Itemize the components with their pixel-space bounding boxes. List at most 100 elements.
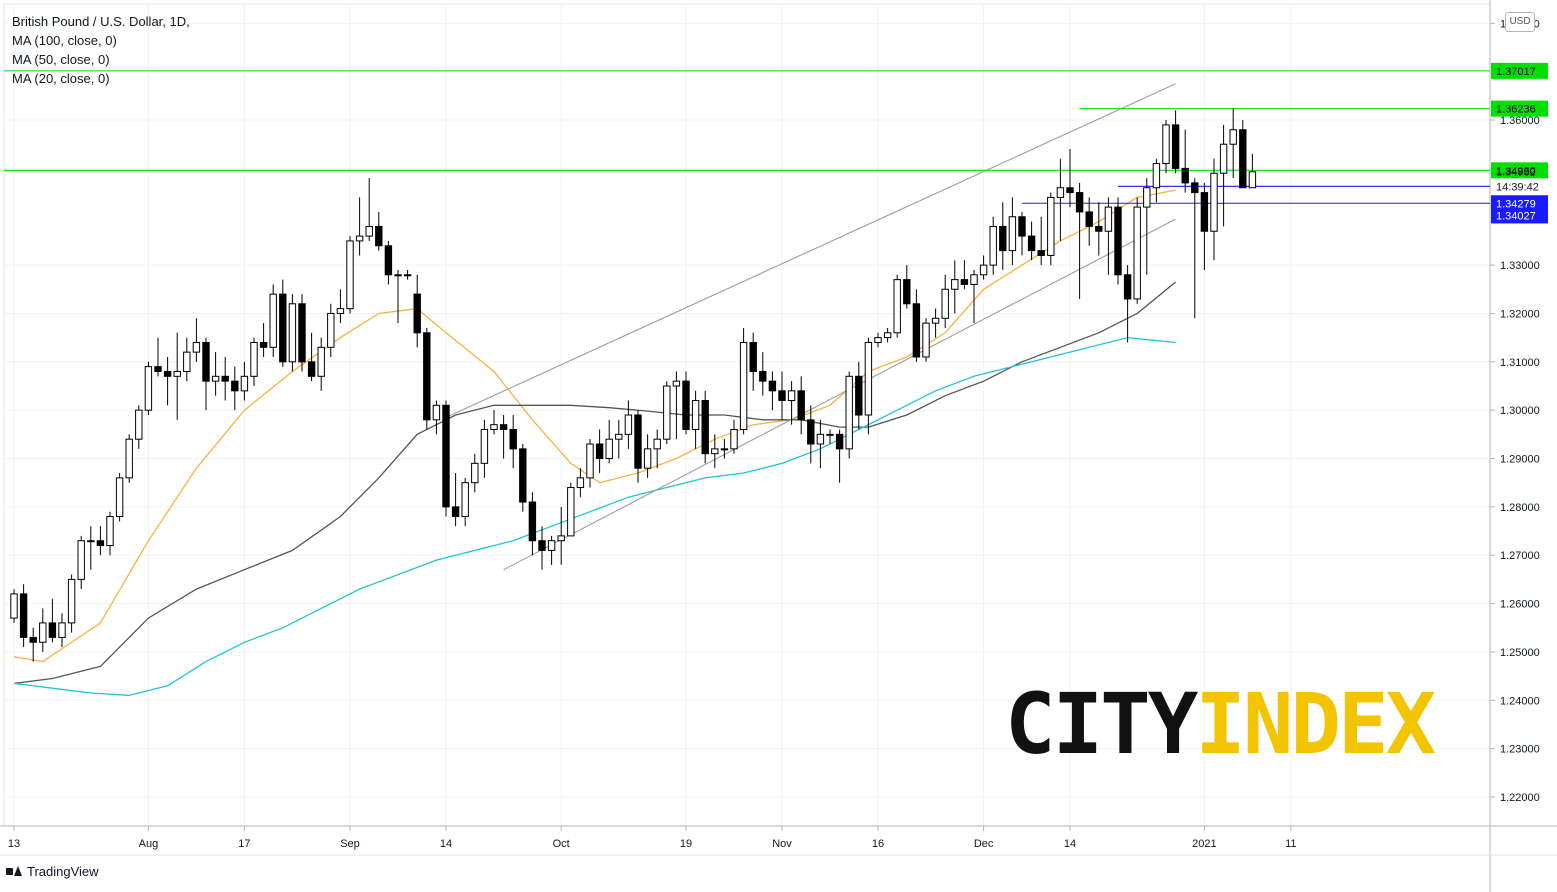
y-tick-label: 1.36000: [1500, 115, 1540, 127]
tradingview-label: TradingView: [27, 864, 99, 879]
price-label-bg: [1491, 62, 1548, 79]
candle-body: [202, 341, 210, 382]
candle-body: [739, 341, 748, 431]
candle-body: [317, 346, 325, 377]
candle-body: [1162, 124, 1170, 165]
y-tick-label: 1.32000: [1500, 308, 1540, 320]
y-tick-label: 1.25000: [1500, 647, 1540, 659]
candle-body: [1200, 192, 1209, 232]
candle-body: [835, 433, 844, 450]
candle-body: [39, 622, 47, 643]
candle-body: [346, 240, 354, 310]
candle-body: [413, 293, 421, 334]
candle-body: [480, 429, 489, 464]
x-tick-label: 17: [238, 838, 250, 850]
x-tick-label: 14: [440, 838, 452, 850]
candle-body: [989, 225, 997, 266]
y-tick-label: 1.24000: [1500, 695, 1540, 707]
candle-body: [576, 477, 585, 489]
price-label: 14:39:42: [1496, 181, 1539, 193]
candle-body: [1171, 124, 1180, 169]
candle-body: [538, 540, 546, 551]
candle-body: [730, 429, 738, 450]
y-tick-label: 1.29000: [1500, 454, 1540, 466]
candle-body: [509, 429, 517, 450]
candle-body: [58, 622, 66, 638]
y-tick-label: 1.26000: [1500, 599, 1540, 611]
candle-body: [826, 433, 834, 436]
candle-body: [29, 636, 37, 643]
candle-body: [394, 274, 402, 277]
candle-body: [615, 433, 623, 440]
tradingview-brand[interactable]: TradingView: [6, 864, 99, 879]
y-tick-label: 1.31000: [1500, 357, 1540, 369]
candle-body: [979, 264, 988, 276]
candle-body: [490, 424, 498, 431]
candle-body: [605, 438, 613, 460]
chart-title: British Pound / U.S. Dollar, 1D,: [12, 14, 190, 29]
candle-body: [749, 341, 757, 372]
candle-body: [797, 390, 805, 421]
candle-body: [951, 279, 959, 290]
candle-body: [970, 274, 978, 285]
x-tick-label: 13: [8, 838, 20, 850]
x-tick-label: 16: [872, 838, 884, 850]
candle-body: [547, 540, 556, 551]
ma-line-20: [13, 189, 1176, 663]
candle-body: [883, 332, 892, 339]
price-label: 1.34932: [1496, 167, 1536, 179]
candle-body: [1248, 171, 1257, 189]
channel-line-upper: [445, 83, 1176, 418]
candle-body: [1239, 129, 1247, 189]
candle-body: [701, 399, 709, 455]
candle-body: [893, 279, 901, 334]
candle-body: [864, 341, 873, 416]
city-index-logo: CITYINDEX: [1005, 680, 1436, 768]
x-tick-label: Nov: [772, 838, 792, 850]
candle-body: [557, 535, 565, 542]
candle-body: [365, 225, 373, 237]
candle-body: [567, 487, 575, 537]
y-tick-label: 1.28000: [1500, 502, 1540, 514]
candle-body: [269, 293, 277, 348]
candle-body: [682, 380, 690, 431]
candle-body: [384, 245, 393, 276]
price-label-bg: [1491, 195, 1548, 212]
candle-body: [1066, 187, 1074, 194]
candle-body: [595, 443, 604, 460]
candle-body: [1085, 211, 1093, 227]
candle-body: [327, 312, 335, 348]
candle-body: [720, 448, 729, 451]
candle-body: [96, 540, 105, 547]
channel-line-lower: [503, 218, 1176, 571]
candle-body: [192, 341, 201, 353]
chart-legend: British Pound / U.S. Dollar, 1D, MA (100…: [12, 12, 190, 88]
y-tick-label: 1.23000: [1500, 744, 1540, 756]
candle-body: [1018, 216, 1026, 237]
candle-body: [1152, 163, 1161, 189]
candle-body: [499, 424, 508, 431]
candle-body: [931, 317, 940, 324]
x-tick-label: 2021: [1192, 838, 1216, 850]
y-tick-label: 1.27000: [1500, 550, 1540, 562]
currency-badge[interactable]: USD: [1505, 12, 1535, 32]
price-label-bg: [1491, 162, 1548, 179]
candle-body: [663, 385, 671, 440]
candle-body: [634, 414, 642, 469]
tradingview-logo-icon: [6, 865, 22, 878]
candle-body: [816, 433, 825, 445]
candle-body: [1037, 250, 1045, 256]
candle-body: [1114, 206, 1122, 276]
price-label: 1.34279: [1496, 198, 1536, 210]
candle-body: [768, 380, 777, 392]
ma-line-100: [13, 336, 1176, 697]
candle-body: [48, 622, 57, 638]
candle-body: [941, 288, 949, 319]
price-label: 1.36236: [1496, 104, 1536, 116]
candle-body: [1229, 129, 1237, 145]
candle-body: [999, 225, 1007, 252]
candle-body: [125, 438, 133, 479]
candle-body: [183, 351, 191, 372]
candle-body: [19, 593, 28, 638]
